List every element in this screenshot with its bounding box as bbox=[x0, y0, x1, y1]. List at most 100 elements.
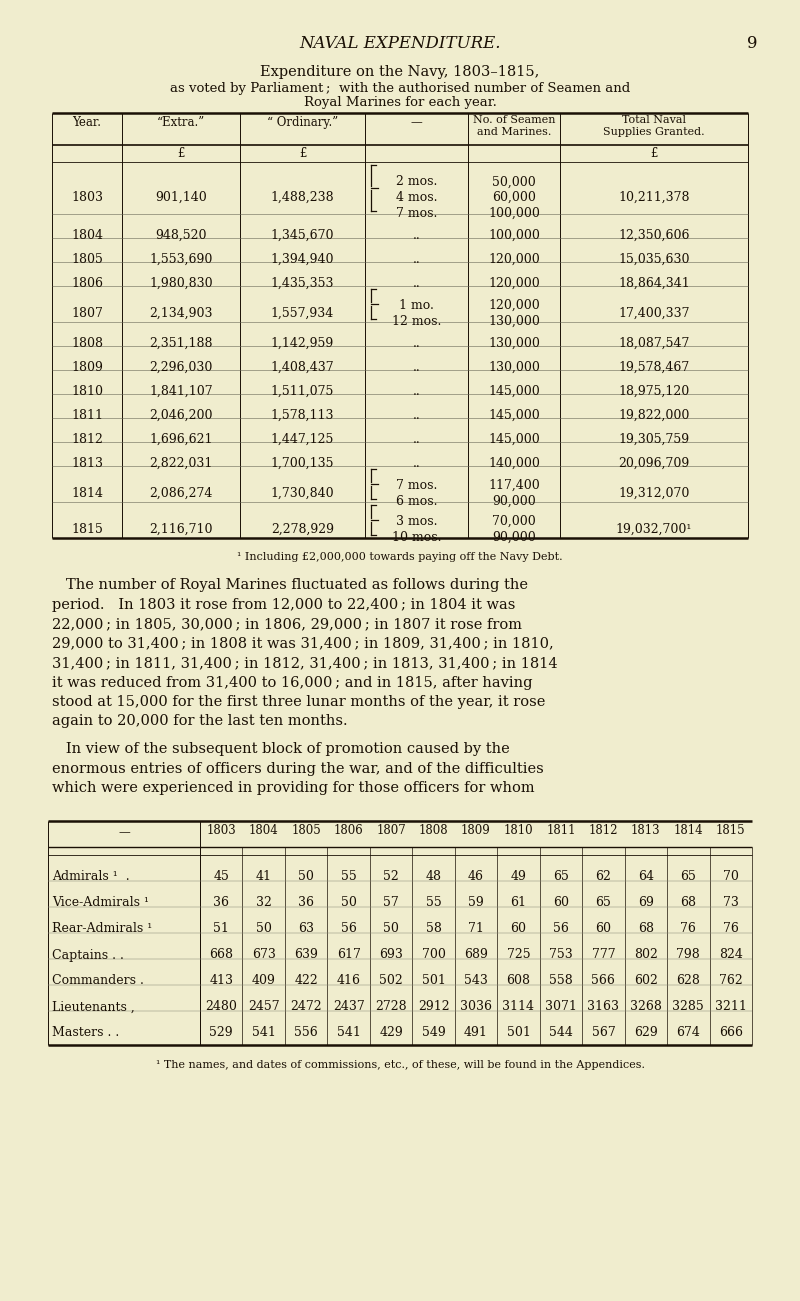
Text: 529: 529 bbox=[210, 1026, 233, 1039]
Text: “Extra.”: “Extra.” bbox=[157, 116, 205, 129]
Text: 1805: 1805 bbox=[71, 252, 103, 265]
Text: 1,557,934: 1,557,934 bbox=[271, 307, 334, 320]
Text: 18,087,547: 18,087,547 bbox=[618, 337, 690, 350]
Text: 41: 41 bbox=[256, 870, 272, 883]
Text: 629: 629 bbox=[634, 1026, 658, 1039]
Text: 71: 71 bbox=[468, 922, 484, 935]
Text: 55: 55 bbox=[341, 870, 357, 883]
Text: 1813: 1813 bbox=[631, 825, 661, 838]
Text: 2 mos.: 2 mos. bbox=[396, 176, 437, 189]
Text: 1,345,670: 1,345,670 bbox=[270, 229, 334, 242]
Text: 1815: 1815 bbox=[71, 523, 103, 536]
Text: Total Naval
Supplies Granted.: Total Naval Supplies Granted. bbox=[603, 114, 705, 137]
Text: 628: 628 bbox=[676, 974, 700, 987]
Text: 32: 32 bbox=[256, 896, 272, 909]
Text: ..: .. bbox=[413, 409, 420, 422]
Text: 1,142,959: 1,142,959 bbox=[271, 337, 334, 350]
Text: 50: 50 bbox=[341, 896, 357, 909]
Text: 798: 798 bbox=[677, 948, 700, 961]
Text: 19,578,467: 19,578,467 bbox=[618, 360, 690, 373]
Text: 52: 52 bbox=[383, 870, 399, 883]
Text: 2,046,200: 2,046,200 bbox=[150, 409, 213, 422]
Text: 2,822,031: 2,822,031 bbox=[150, 457, 213, 470]
Text: 543: 543 bbox=[464, 974, 488, 987]
Text: 50: 50 bbox=[256, 922, 272, 935]
Text: 1,696,621: 1,696,621 bbox=[150, 433, 213, 446]
Text: 59: 59 bbox=[468, 896, 484, 909]
Text: 51: 51 bbox=[214, 922, 229, 935]
Text: ..: .. bbox=[413, 277, 420, 290]
Text: period.   In 1803 it rose from 12,000 to 22,400 ; in 1804 it was: period. In 1803 it rose from 12,000 to 2… bbox=[52, 597, 515, 611]
Text: 68: 68 bbox=[680, 896, 696, 909]
Text: 673: 673 bbox=[252, 948, 276, 961]
Text: 19,312,070: 19,312,070 bbox=[618, 487, 690, 500]
Text: 64: 64 bbox=[638, 870, 654, 883]
Text: 1812: 1812 bbox=[589, 825, 618, 838]
Text: 502: 502 bbox=[379, 974, 403, 987]
Text: 36: 36 bbox=[214, 896, 230, 909]
Text: ..: .. bbox=[413, 433, 420, 446]
Text: 145,000: 145,000 bbox=[488, 385, 540, 398]
Text: 63: 63 bbox=[298, 922, 314, 935]
Text: 31,400 ; in 1811, 31,400 ; in 1812, 31,400 ; in 1813, 31,400 ; in 1814: 31,400 ; in 1811, 31,400 ; in 1812, 31,4… bbox=[52, 656, 558, 670]
Text: 1,511,075: 1,511,075 bbox=[271, 385, 334, 398]
Text: 1 mo.: 1 mo. bbox=[399, 299, 434, 312]
Text: 1811: 1811 bbox=[71, 409, 103, 422]
Text: £: £ bbox=[299, 147, 306, 160]
Text: 130,000: 130,000 bbox=[488, 315, 540, 328]
Text: 3211: 3211 bbox=[715, 1000, 746, 1013]
Text: 1808: 1808 bbox=[418, 825, 448, 838]
Text: 753: 753 bbox=[549, 948, 573, 961]
Text: 666: 666 bbox=[718, 1026, 742, 1039]
Text: 1814: 1814 bbox=[674, 825, 703, 838]
Text: 18,975,120: 18,975,120 bbox=[618, 385, 690, 398]
Text: 1814: 1814 bbox=[71, 487, 103, 500]
Text: 901,140: 901,140 bbox=[155, 191, 207, 204]
Text: 1807: 1807 bbox=[71, 307, 103, 320]
Text: 73: 73 bbox=[723, 896, 738, 909]
Text: Admirals ¹  .: Admirals ¹ . bbox=[52, 870, 130, 883]
Text: 602: 602 bbox=[634, 974, 658, 987]
Text: 120,000: 120,000 bbox=[488, 277, 540, 290]
Text: 120,000: 120,000 bbox=[488, 252, 540, 265]
Text: 60,000: 60,000 bbox=[492, 191, 536, 204]
Text: 7 mos.: 7 mos. bbox=[396, 207, 437, 220]
Text: 668: 668 bbox=[210, 948, 234, 961]
Text: as voted by Parliament ;  with the authorised number of Seamen and: as voted by Parliament ; with the author… bbox=[170, 82, 630, 95]
Text: ..: .. bbox=[413, 360, 420, 373]
Text: 544: 544 bbox=[549, 1026, 573, 1039]
Text: 1,730,840: 1,730,840 bbox=[270, 487, 334, 500]
Text: 1803: 1803 bbox=[206, 825, 236, 838]
Text: NAVAL EXPENDITURE.: NAVAL EXPENDITURE. bbox=[299, 35, 501, 52]
Text: 1,553,690: 1,553,690 bbox=[150, 252, 213, 265]
Text: 2437: 2437 bbox=[333, 1000, 365, 1013]
Text: 1810: 1810 bbox=[71, 385, 103, 398]
Text: 1812: 1812 bbox=[71, 433, 103, 446]
Text: 60: 60 bbox=[553, 896, 569, 909]
Text: No. of Seamen
and Marines.: No. of Seamen and Marines. bbox=[473, 114, 555, 137]
Text: it was reduced from 31,400 to 16,000 ; and in 1815, after having: it was reduced from 31,400 to 16,000 ; a… bbox=[52, 675, 533, 690]
Text: 130,000: 130,000 bbox=[488, 337, 540, 350]
Text: Lieutenants ,: Lieutenants , bbox=[52, 1000, 134, 1013]
Text: 68: 68 bbox=[638, 922, 654, 935]
Text: 50: 50 bbox=[298, 870, 314, 883]
Text: 2,351,188: 2,351,188 bbox=[150, 337, 213, 350]
Text: 2,116,710: 2,116,710 bbox=[150, 523, 213, 536]
Text: 90,000: 90,000 bbox=[492, 494, 536, 507]
Text: 15,035,630: 15,035,630 bbox=[618, 252, 690, 265]
Text: 61: 61 bbox=[510, 896, 526, 909]
Text: 674: 674 bbox=[676, 1026, 700, 1039]
Text: 65: 65 bbox=[680, 870, 696, 883]
Text: 2,278,929: 2,278,929 bbox=[271, 523, 334, 536]
Text: 140,000: 140,000 bbox=[488, 457, 540, 470]
Text: 20,096,709: 20,096,709 bbox=[618, 457, 690, 470]
Text: 2472: 2472 bbox=[290, 1000, 322, 1013]
Text: 46: 46 bbox=[468, 870, 484, 883]
Text: 17,400,337: 17,400,337 bbox=[618, 307, 690, 320]
Text: ..: .. bbox=[413, 337, 420, 350]
Text: 2728: 2728 bbox=[375, 1000, 407, 1013]
Text: 56: 56 bbox=[553, 922, 569, 935]
Text: 824: 824 bbox=[719, 948, 742, 961]
Text: 501: 501 bbox=[506, 1026, 530, 1039]
Text: 1810: 1810 bbox=[504, 825, 534, 838]
